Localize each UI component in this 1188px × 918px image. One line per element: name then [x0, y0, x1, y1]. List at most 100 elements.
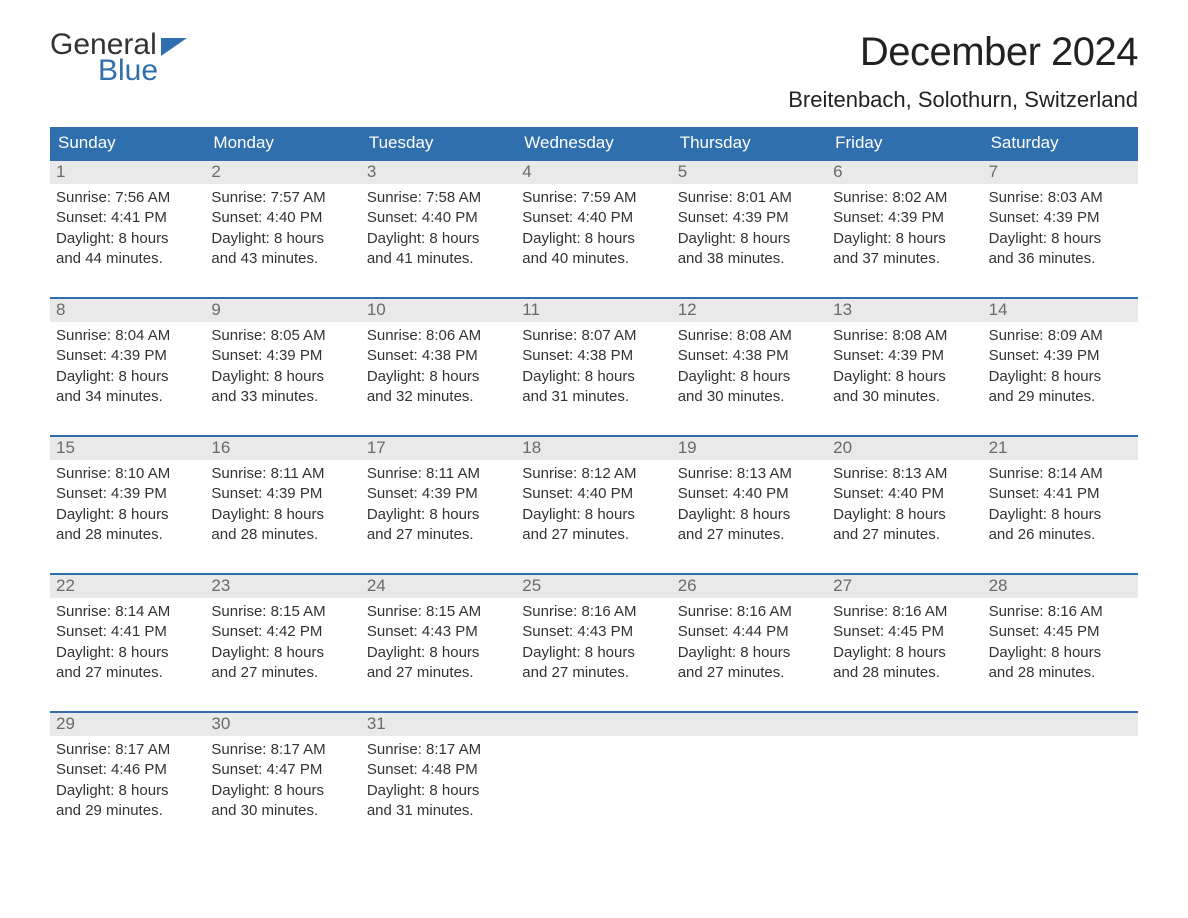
daylight-line-1: Daylight: 8 hours: [833, 367, 976, 387]
day-cell: Sunrise: 8:01 AMSunset: 4:39 PMDaylight:…: [672, 184, 827, 279]
daylight-line-1: Daylight: 8 hours: [367, 505, 510, 525]
day-cell: Sunrise: 8:16 AMSunset: 4:43 PMDaylight:…: [516, 598, 671, 693]
day-number: 4: [516, 161, 671, 184]
sunset-line: Sunset: 4:41 PM: [989, 484, 1132, 504]
daylight-line-2: and 27 minutes.: [367, 525, 510, 545]
sunset-line: Sunset: 4:45 PM: [989, 622, 1132, 642]
sunset-line: Sunset: 4:40 PM: [522, 484, 665, 504]
sunset-line: Sunset: 4:41 PM: [56, 208, 199, 228]
sunset-line: Sunset: 4:45 PM: [833, 622, 976, 642]
day-cell: [983, 736, 1138, 831]
day-cell: Sunrise: 7:59 AMSunset: 4:40 PMDaylight:…: [516, 184, 671, 279]
sunrise-line: Sunrise: 8:04 AM: [56, 326, 199, 346]
daylight-line-2: and 37 minutes.: [833, 249, 976, 269]
title-block: December 2024 Breitenbach, Solothurn, Sw…: [788, 30, 1138, 113]
day-cell: Sunrise: 8:16 AMSunset: 4:44 PMDaylight:…: [672, 598, 827, 693]
daylight-line-1: Daylight: 8 hours: [211, 367, 354, 387]
daylight-line-1: Daylight: 8 hours: [678, 229, 821, 249]
day-cell: Sunrise: 8:08 AMSunset: 4:39 PMDaylight:…: [827, 322, 982, 417]
sunset-line: Sunset: 4:40 PM: [833, 484, 976, 504]
day-number: 26: [672, 575, 827, 598]
month-title: December 2024: [788, 30, 1138, 75]
day-cell: Sunrise: 8:10 AMSunset: 4:39 PMDaylight:…: [50, 460, 205, 555]
sunrise-line: Sunrise: 8:07 AM: [522, 326, 665, 346]
day-cell: Sunrise: 8:06 AMSunset: 4:38 PMDaylight:…: [361, 322, 516, 417]
brand-logo: General Blue: [50, 30, 187, 86]
day-cell: [827, 736, 982, 831]
daylight-line-2: and 27 minutes.: [211, 663, 354, 683]
weekday-header: Tuesday: [361, 127, 516, 159]
day-cell: Sunrise: 8:17 AMSunset: 4:47 PMDaylight:…: [205, 736, 360, 831]
sunrise-line: Sunrise: 8:15 AM: [367, 602, 510, 622]
day-number: 6: [827, 161, 982, 184]
daylight-line-1: Daylight: 8 hours: [367, 781, 510, 801]
day-cell: [672, 736, 827, 831]
sunset-line: Sunset: 4:39 PM: [989, 346, 1132, 366]
day-number: 22: [50, 575, 205, 598]
daylight-line-1: Daylight: 8 hours: [678, 505, 821, 525]
daylight-line-2: and 27 minutes.: [678, 663, 821, 683]
daylight-line-2: and 28 minutes.: [211, 525, 354, 545]
daylight-line-2: and 27 minutes.: [833, 525, 976, 545]
sunset-line: Sunset: 4:43 PM: [522, 622, 665, 642]
brand-word-2: Blue: [50, 56, 187, 86]
sunrise-line: Sunrise: 8:14 AM: [989, 464, 1132, 484]
day-number: 13: [827, 299, 982, 322]
daylight-line-1: Daylight: 8 hours: [56, 643, 199, 663]
day-number: 5: [672, 161, 827, 184]
daynum-row: 15161718192021: [50, 437, 1138, 460]
daylight-line-2: and 28 minutes.: [56, 525, 199, 545]
day-cell: Sunrise: 8:11 AMSunset: 4:39 PMDaylight:…: [361, 460, 516, 555]
day-cell: Sunrise: 8:15 AMSunset: 4:43 PMDaylight:…: [361, 598, 516, 693]
sunset-line: Sunset: 4:41 PM: [56, 622, 199, 642]
sunset-line: Sunset: 4:39 PM: [211, 484, 354, 504]
day-number: 9: [205, 299, 360, 322]
sunrise-line: Sunrise: 8:17 AM: [211, 740, 354, 760]
week-row: 293031Sunrise: 8:17 AMSunset: 4:46 PMDay…: [50, 711, 1138, 831]
daylight-line-1: Daylight: 8 hours: [367, 229, 510, 249]
daylight-line-1: Daylight: 8 hours: [678, 367, 821, 387]
day-cell: Sunrise: 8:17 AMSunset: 4:46 PMDaylight:…: [50, 736, 205, 831]
daylight-line-2: and 27 minutes.: [678, 525, 821, 545]
daylight-line-2: and 44 minutes.: [56, 249, 199, 269]
daylight-line-1: Daylight: 8 hours: [56, 367, 199, 387]
daylight-line-1: Daylight: 8 hours: [833, 229, 976, 249]
daylight-line-1: Daylight: 8 hours: [833, 505, 976, 525]
weekday-header: Thursday: [672, 127, 827, 159]
daylight-line-2: and 29 minutes.: [989, 387, 1132, 407]
sunset-line: Sunset: 4:42 PM: [211, 622, 354, 642]
daylight-line-1: Daylight: 8 hours: [367, 367, 510, 387]
day-number: 23: [205, 575, 360, 598]
daylight-line-2: and 28 minutes.: [833, 663, 976, 683]
day-number: 19: [672, 437, 827, 460]
sunset-line: Sunset: 4:44 PM: [678, 622, 821, 642]
day-cell: Sunrise: 8:13 AMSunset: 4:40 PMDaylight:…: [672, 460, 827, 555]
sunrise-line: Sunrise: 8:10 AM: [56, 464, 199, 484]
day-cell: Sunrise: 8:02 AMSunset: 4:39 PMDaylight:…: [827, 184, 982, 279]
daylight-line-1: Daylight: 8 hours: [522, 643, 665, 663]
sunrise-line: Sunrise: 8:15 AM: [211, 602, 354, 622]
daylight-line-2: and 28 minutes.: [989, 663, 1132, 683]
sunrise-line: Sunrise: 8:14 AM: [56, 602, 199, 622]
day-cell: Sunrise: 7:58 AMSunset: 4:40 PMDaylight:…: [361, 184, 516, 279]
daylight-line-2: and 34 minutes.: [56, 387, 199, 407]
daylight-line-2: and 41 minutes.: [367, 249, 510, 269]
daylight-line-2: and 33 minutes.: [211, 387, 354, 407]
day-number: 29: [50, 713, 205, 736]
sunrise-line: Sunrise: 8:01 AM: [678, 188, 821, 208]
sunset-line: Sunset: 4:38 PM: [367, 346, 510, 366]
sunset-line: Sunset: 4:38 PM: [522, 346, 665, 366]
daylight-line-2: and 26 minutes.: [989, 525, 1132, 545]
sunset-line: Sunset: 4:48 PM: [367, 760, 510, 780]
day-number: 12: [672, 299, 827, 322]
sunrise-line: Sunrise: 7:58 AM: [367, 188, 510, 208]
daylight-line-2: and 38 minutes.: [678, 249, 821, 269]
day-cell: Sunrise: 8:17 AMSunset: 4:48 PMDaylight:…: [361, 736, 516, 831]
day-cell: Sunrise: 8:09 AMSunset: 4:39 PMDaylight:…: [983, 322, 1138, 417]
daylight-line-2: and 31 minutes.: [367, 801, 510, 821]
sunset-line: Sunset: 4:39 PM: [833, 346, 976, 366]
day-cell: Sunrise: 8:05 AMSunset: 4:39 PMDaylight:…: [205, 322, 360, 417]
day-number: 11: [516, 299, 671, 322]
sunset-line: Sunset: 4:38 PM: [678, 346, 821, 366]
daylight-line-2: and 32 minutes.: [367, 387, 510, 407]
